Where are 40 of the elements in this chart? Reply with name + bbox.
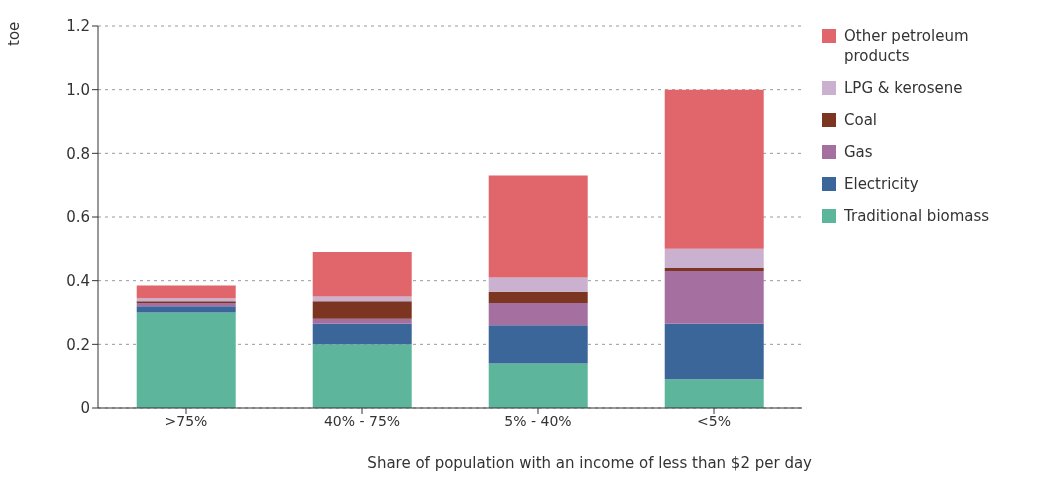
x-axis-title: Share of population with an income of less than $2 per day <box>367 454 813 472</box>
x-tick-label: <5% <box>697 412 731 429</box>
legend-label: Other petroleum products <box>844 26 970 66</box>
y-tick-label: 0 <box>80 399 90 418</box>
bar <box>664 267 764 272</box>
y-tick-label: 1.2 <box>66 17 90 36</box>
legend-label: Electricity <box>844 174 919 194</box>
y-tick-label: 1.0 <box>66 80 90 99</box>
legend-label: Gas <box>844 142 873 162</box>
x-tick-label: 5% - 40% <box>504 412 572 429</box>
bar <box>136 285 236 299</box>
bar <box>312 318 412 324</box>
bar <box>312 252 412 297</box>
bar <box>136 302 236 307</box>
x-tick-label: 40% - 75% <box>323 412 401 429</box>
bar <box>488 291 588 303</box>
legend-label: LPG & kerosene <box>844 78 963 98</box>
x-tick-label: >75% <box>164 412 208 429</box>
bar <box>488 302 588 326</box>
bar <box>664 379 764 408</box>
bar <box>664 323 764 380</box>
legend-label: Traditional biomass <box>844 206 990 226</box>
y-tick-label: 0.8 <box>66 144 90 163</box>
bar <box>488 363 588 408</box>
bar <box>136 312 236 408</box>
bar <box>664 271 764 324</box>
bar <box>664 248 764 268</box>
bar <box>664 89 764 249</box>
y-tick-label: 0.2 <box>66 335 90 354</box>
bar <box>136 306 236 313</box>
legend-label: Coal <box>844 110 878 130</box>
y-axis-title: toe <box>4 21 23 46</box>
bar <box>488 277 588 292</box>
bar <box>312 344 412 408</box>
y-tick-label: 0.6 <box>66 208 90 227</box>
bar <box>488 175 588 278</box>
bar <box>488 325 588 364</box>
y-tick-label: 0.4 <box>66 271 90 290</box>
bar <box>312 323 412 345</box>
bar <box>312 301 412 319</box>
